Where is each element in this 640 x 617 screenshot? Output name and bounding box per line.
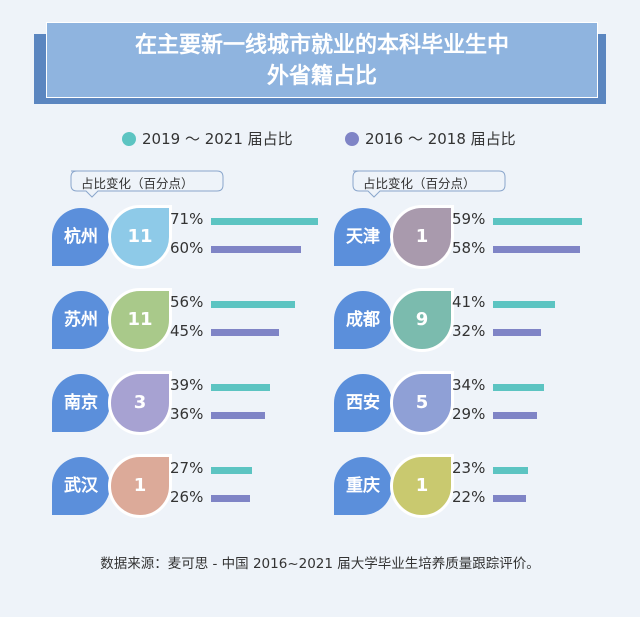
pct-label-2016-2018: 58% [452,239,486,257]
pct-label-2019-2021: 71% [170,210,204,228]
bar-2019-2021 [493,384,544,391]
title-line-1: 在主要新一线城市就业的本科毕业生中 [134,33,509,58]
pct-label-2016-2018: 45% [170,322,204,340]
callout-bracket-icon [70,170,224,198]
bar-2016-2018 [493,246,580,253]
city-label: 杭州 [52,208,110,266]
change-hint-label: 占比变化（百分点） [363,176,476,191]
change-value: 9 [390,288,454,352]
city-label: 天津 [334,208,392,266]
legend-dot-icon [122,132,136,146]
pct-label-2016-2018: 32% [452,322,486,340]
title-line-2: 外省籍占比 [266,64,377,89]
pct-label-2019-2021: 34% [452,376,486,394]
change-value: 11 [108,288,172,352]
pct-label-2019-2021: 27% [170,459,204,477]
city-row: 成都 9 41% 32% [334,288,634,352]
bar-2019-2021 [493,301,555,308]
bar-2016-2018 [211,246,301,253]
legend-item-2016-2018: 2016 ～ 2018 届占比 [345,128,516,149]
pct-label-2019-2021: 39% [170,376,204,394]
pct-label-2019-2021: 59% [452,210,486,228]
change-value: 3 [108,371,172,435]
city-label: 南京 [52,374,110,432]
change-value: 11 [108,205,172,269]
change-value: 1 [390,454,454,518]
city-row: 重庆 1 23% 22% [334,454,634,518]
legend-label: 2019 ～ 2021 届占比 [142,130,293,148]
pct-label-2019-2021: 56% [170,293,204,311]
city-label: 苏州 [52,291,110,349]
callout-bracket-icon [352,170,506,198]
change-value: 1 [390,205,454,269]
pct-label-2016-2018: 29% [452,405,486,423]
pct-label-2019-2021: 41% [452,293,486,311]
change-hint-label: 占比变化（百分点） [81,176,194,191]
city-label: 重庆 [334,457,392,515]
bar-2019-2021 [211,301,295,308]
bar-2019-2021 [211,218,318,225]
city-row: 南京 3 39% 36% [52,371,352,435]
bar-2019-2021 [211,467,252,474]
pct-label-2016-2018: 22% [452,488,486,506]
bar-2016-2018 [493,412,537,419]
city-label: 成都 [334,291,392,349]
city-row: 苏州 11 56% 45% [52,288,352,352]
bar-2019-2021 [493,218,582,225]
city-label: 西安 [334,374,392,432]
city-row: 杭州 11 71% 60% [52,205,352,269]
bar-2019-2021 [493,467,528,474]
bar-2016-2018 [493,329,541,336]
change-value: 5 [390,371,454,435]
title-banner: 在主要新一线城市就业的本科毕业生中 外省籍占比 [46,22,598,98]
bar-2016-2018 [211,329,279,336]
city-row: 西安 5 34% 29% [334,371,634,435]
bar-2016-2018 [211,412,265,419]
legend-label: 2016 ～ 2018 届占比 [365,130,516,148]
source-note: 数据来源：麦可思 - 中国 2016~2021 届大学毕业生培养质量跟踪评价。 [100,556,540,572]
pct-label-2016-2018: 60% [170,239,204,257]
city-row: 武汉 1 27% 26% [52,454,352,518]
pct-label-2019-2021: 23% [452,459,486,477]
city-label: 武汉 [52,457,110,515]
legend-dot-icon [345,132,359,146]
change-value: 1 [108,454,172,518]
bar-2019-2021 [211,384,270,391]
bar-2016-2018 [493,495,526,502]
pct-label-2016-2018: 26% [170,488,204,506]
pct-label-2016-2018: 36% [170,405,204,423]
legend-item-2019-2021: 2019 ～ 2021 届占比 [122,128,293,149]
bar-2016-2018 [211,495,250,502]
city-row: 天津 1 59% 58% [334,205,634,269]
